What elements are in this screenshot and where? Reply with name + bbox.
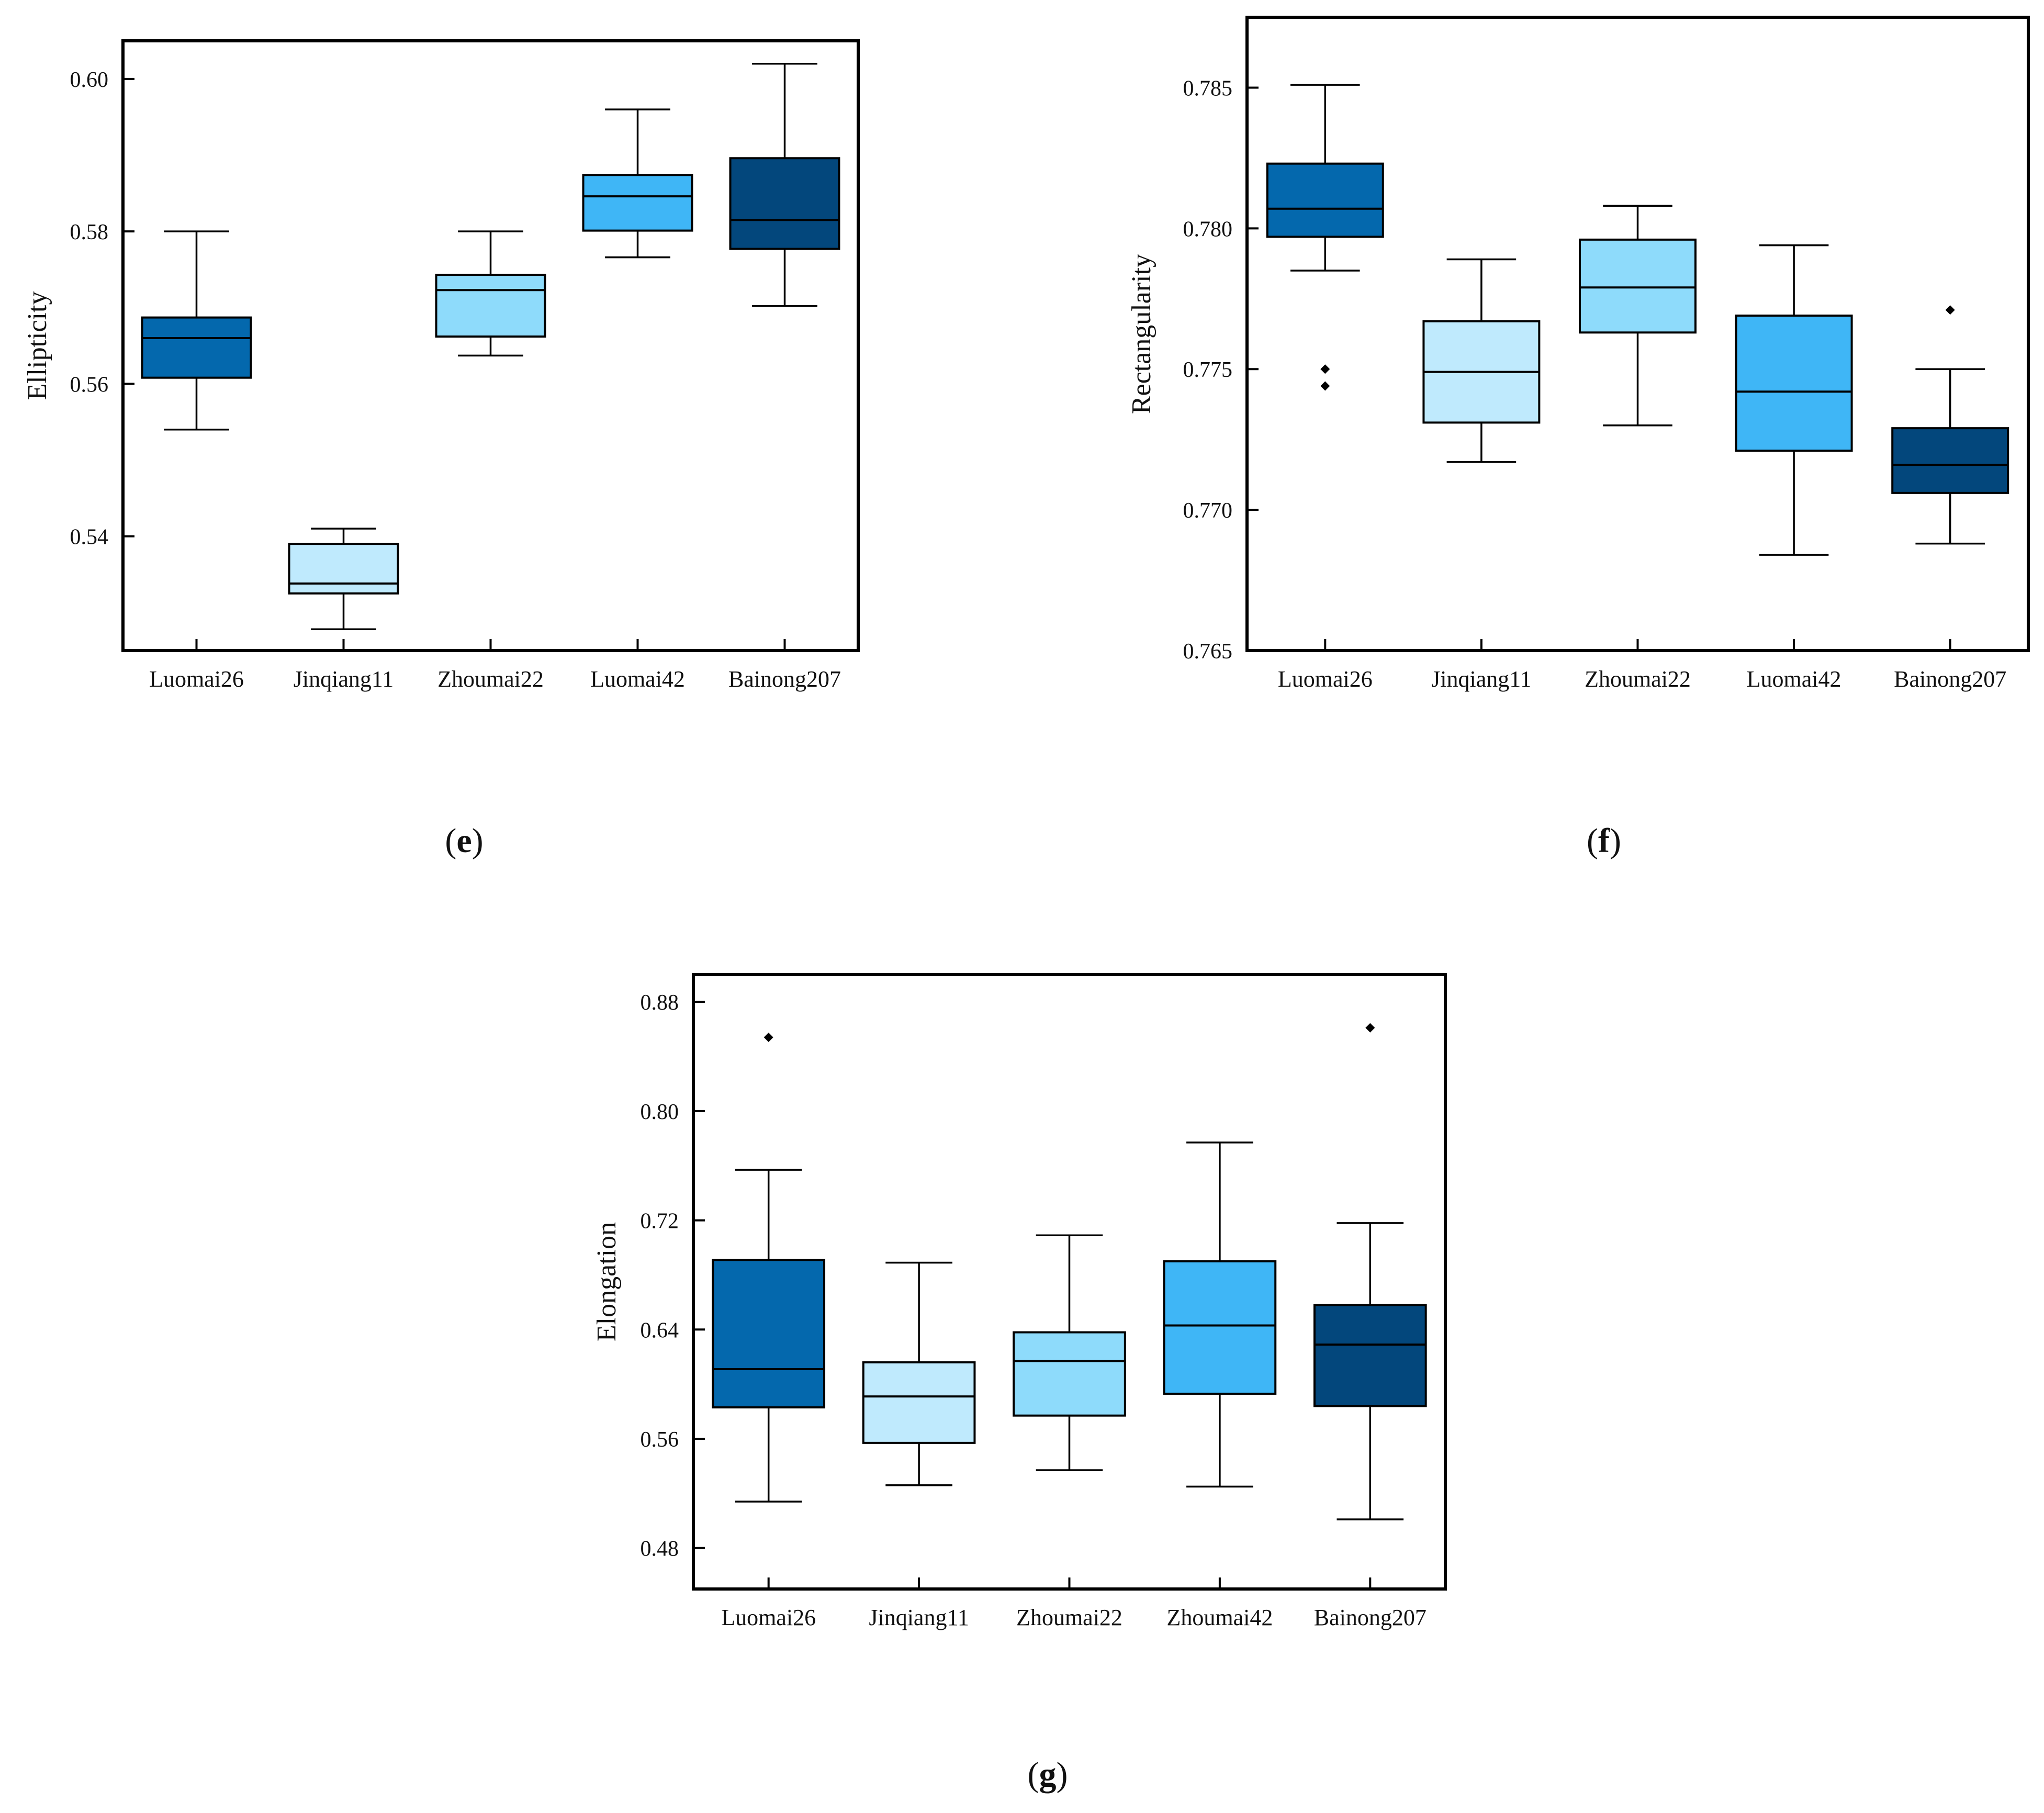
- y-tick-label: 0.64: [641, 1318, 679, 1342]
- iqr-box: [1013, 1331, 1126, 1417]
- y-tick-label: 0.56: [70, 373, 109, 397]
- panel-label: (g): [1028, 1755, 1068, 1794]
- panel-label-open-paren: (: [1587, 822, 1598, 860]
- box-zhoumai22: Zhoumai22: [1579, 205, 1697, 692]
- x-tick-label: Luomai42: [590, 666, 685, 692]
- y-tick-label: 0.88: [641, 991, 679, 1015]
- panel-f: 0.765 0.770 0.775 0.780 0.785 Rectangularity L…: [1127, 16, 2030, 860]
- panel-label-close-paren: ): [1057, 1755, 1068, 1794]
- box-bainong207: Bainong207: [1313, 1023, 1427, 1630]
- box-jinqiang11: Jinqiang11: [862, 1261, 976, 1630]
- x-tick-label: Zhoumai22: [1016, 1605, 1122, 1630]
- box-jinqiang11: Jinqiang11: [288, 528, 399, 692]
- y-tick-label: 0.72: [641, 1210, 679, 1234]
- x-tick-label: Luomai42: [1747, 666, 1841, 692]
- iqr-box: [729, 157, 840, 250]
- x-tick-label: Zhoumai22: [437, 666, 544, 692]
- y-tick-label: 0.770: [1183, 499, 1233, 523]
- y-tick-label: 0.785: [1183, 76, 1233, 100]
- panel-label: (e): [445, 822, 483, 860]
- outlier-point: [1320, 364, 1330, 374]
- x-tick-label: Bainong207: [1894, 666, 2006, 692]
- outlier-point: [1945, 305, 1955, 315]
- box-luomai26: Luomai26: [141, 230, 252, 692]
- box-jinqiang11: Jinqiang11: [1422, 258, 1541, 692]
- iqr-box: [288, 543, 399, 595]
- y-tick-label: 0.58: [70, 220, 109, 244]
- x-tick-label: Luomai26: [149, 666, 244, 692]
- box-zhoumai22: Zhoumai22: [1013, 1234, 1126, 1630]
- iqr-box: [1163, 1260, 1277, 1395]
- box-zhoumai42: Zhoumai42: [1163, 1141, 1277, 1630]
- iqr-box: [582, 174, 693, 232]
- panel-label-close-paren: ): [472, 822, 484, 860]
- panel-g: 0.48 0.56 0.64 0.72 0.80 0.88 Elongation Luomai…: [592, 973, 1447, 1794]
- y-tick-label: 0.60: [70, 68, 109, 92]
- x-tick-label: Jinqiang11: [294, 666, 394, 692]
- x-tick-label: Luomai26: [1278, 666, 1373, 692]
- x-tick-label: Bainong207: [728, 666, 841, 692]
- outlier-point: [1365, 1023, 1375, 1033]
- x-tick-label: Luomai26: [721, 1605, 816, 1630]
- y-axis-label: Ellipticity: [23, 292, 52, 400]
- iqr-box: [1266, 162, 1384, 238]
- panel-label-letter: f: [1598, 822, 1610, 860]
- y-axis-label: Elongation: [592, 1222, 622, 1341]
- panel-label-close-paren: ): [1610, 822, 1621, 860]
- iqr-box: [141, 316, 252, 379]
- x-tick-label: Zhoumai42: [1166, 1605, 1273, 1630]
- box-luomai42: Luomai42: [1735, 244, 1853, 692]
- box-bainong207: Bainong207: [728, 62, 841, 692]
- box-luomai26: Luomai26: [712, 1033, 826, 1630]
- y-tick-label: 0.775: [1183, 358, 1233, 382]
- y-tick-label: 0.765: [1183, 640, 1233, 664]
- y-tick-label: 0.780: [1183, 217, 1233, 241]
- x-tick-label: Jinqiang11: [1431, 666, 1531, 692]
- iqr-box: [1891, 427, 2009, 494]
- box-zhoumai22: Zhoumai22: [435, 230, 546, 692]
- panel-label-open-paren: (: [445, 822, 456, 860]
- x-tick-label: Zhoumai22: [1585, 666, 1691, 692]
- iqr-box: [712, 1259, 826, 1409]
- iqr-box: [862, 1361, 976, 1444]
- box-luomai26: Luomai26: [1266, 84, 1384, 692]
- iqr-box: [1735, 315, 1853, 452]
- y-tick-label: 0.56: [641, 1428, 679, 1452]
- y-tick-label: 0.80: [641, 1100, 679, 1124]
- panel-e: 0.54 0.56 0.58 0.60 Ellipticity Luomai26 Jinqi…: [23, 39, 860, 860]
- iqr-box: [1313, 1304, 1427, 1407]
- iqr-box: [435, 274, 546, 338]
- panel-label-letter: e: [456, 822, 471, 860]
- outlier-point: [1320, 381, 1330, 391]
- box-luomai42: Luomai42: [582, 108, 693, 692]
- x-tick-label: Jinqiang11: [869, 1605, 969, 1630]
- outlier-point: [763, 1033, 773, 1043]
- y-tick-label: 0.54: [70, 525, 109, 550]
- panel-label-letter: g: [1039, 1755, 1057, 1794]
- y-axis-label: Rectangularity: [1127, 254, 1156, 414]
- x-tick-label: Bainong207: [1314, 1605, 1427, 1630]
- panel-label: (f): [1587, 822, 1621, 860]
- box-bainong207: Bainong207: [1891, 305, 2009, 692]
- y-tick-label: 0.48: [641, 1537, 679, 1561]
- iqr-box: [1579, 238, 1697, 334]
- panel-label-open-paren: (: [1028, 1755, 1039, 1794]
